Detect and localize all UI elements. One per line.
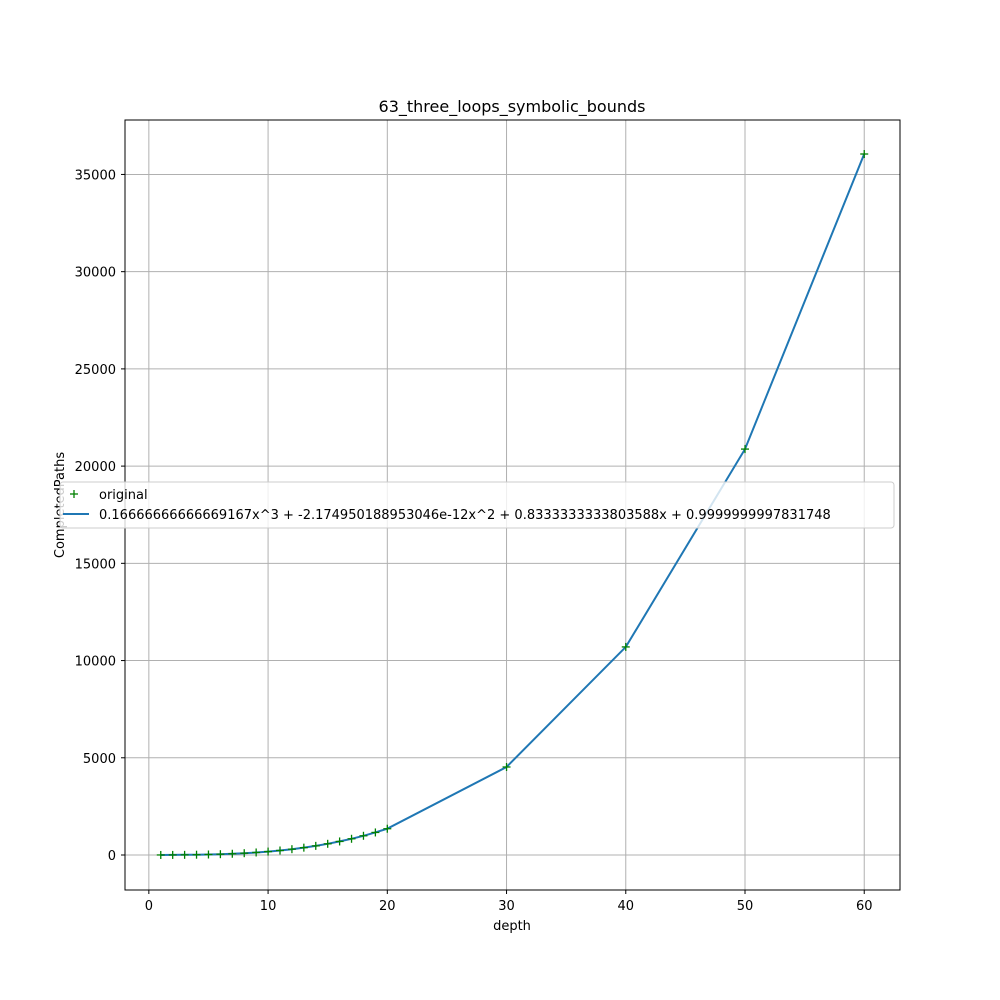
original-point-marker [204, 850, 213, 859]
original-point-marker [276, 846, 284, 855]
original-point-marker [240, 849, 249, 858]
original-point-marker [299, 843, 308, 852]
original-point-marker [228, 849, 237, 858]
y-tick-label: 20000 [75, 460, 116, 475]
original-point-marker [323, 839, 332, 848]
original-point-marker [335, 837, 344, 846]
y-tick-label: 30000 [75, 266, 116, 281]
x-tick-label: 20 [379, 899, 396, 914]
legend-marker-original [70, 490, 78, 498]
legend: original 0.16666666666669167x^3 + -2.174… [59, 481, 895, 529]
original-point-marker [860, 150, 869, 159]
y-tick-label: 25000 [75, 363, 116, 378]
original-point-marker [371, 828, 380, 837]
x-axis-label: depth [493, 919, 531, 934]
y-tick-label: 10000 [75, 655, 116, 670]
original-point-marker [287, 845, 296, 854]
original-point-marker [192, 850, 201, 859]
tick-layer: 0 10 20 30 40 50 60 0 5000 10000 15000 20000 25000 30… [75, 168, 873, 914]
y-tick-label: 5000 [83, 752, 116, 767]
chart-title: 63_three_loops_symbolic_bounds [379, 97, 646, 117]
original-point-marker [383, 824, 392, 833]
original-point-marker [216, 850, 225, 859]
original-point-marker [156, 850, 165, 859]
x-tick-label: 50 [737, 899, 754, 914]
original-point-marker [741, 445, 749, 454]
legend-label-fit: 0.16666666666669167x^3 + -2.174950188953… [99, 508, 831, 523]
legend-label-original: original [99, 488, 148, 503]
original-point-marker [180, 850, 189, 859]
y-tick-label: 35000 [75, 168, 116, 183]
x-tick-label: 40 [617, 899, 634, 914]
original-point-marker [621, 642, 630, 651]
x-tick-label: 30 [498, 899, 515, 914]
original-point-marker [264, 847, 273, 856]
y-tick-label: 15000 [75, 557, 116, 572]
original-point-marker [502, 762, 511, 771]
original-point-marker [311, 841, 320, 850]
original-point-marker [252, 848, 261, 857]
legend-box [59, 481, 895, 529]
series-layer [156, 150, 869, 859]
x-tick-label: 10 [260, 899, 277, 914]
original-point-marker [347, 834, 356, 843]
original-point-marker [359, 831, 368, 840]
original-point-marker [168, 850, 177, 859]
x-tick-label: 0 [145, 899, 153, 914]
y-tick-label: 0 [108, 849, 116, 864]
x-tick-label: 60 [856, 899, 873, 914]
